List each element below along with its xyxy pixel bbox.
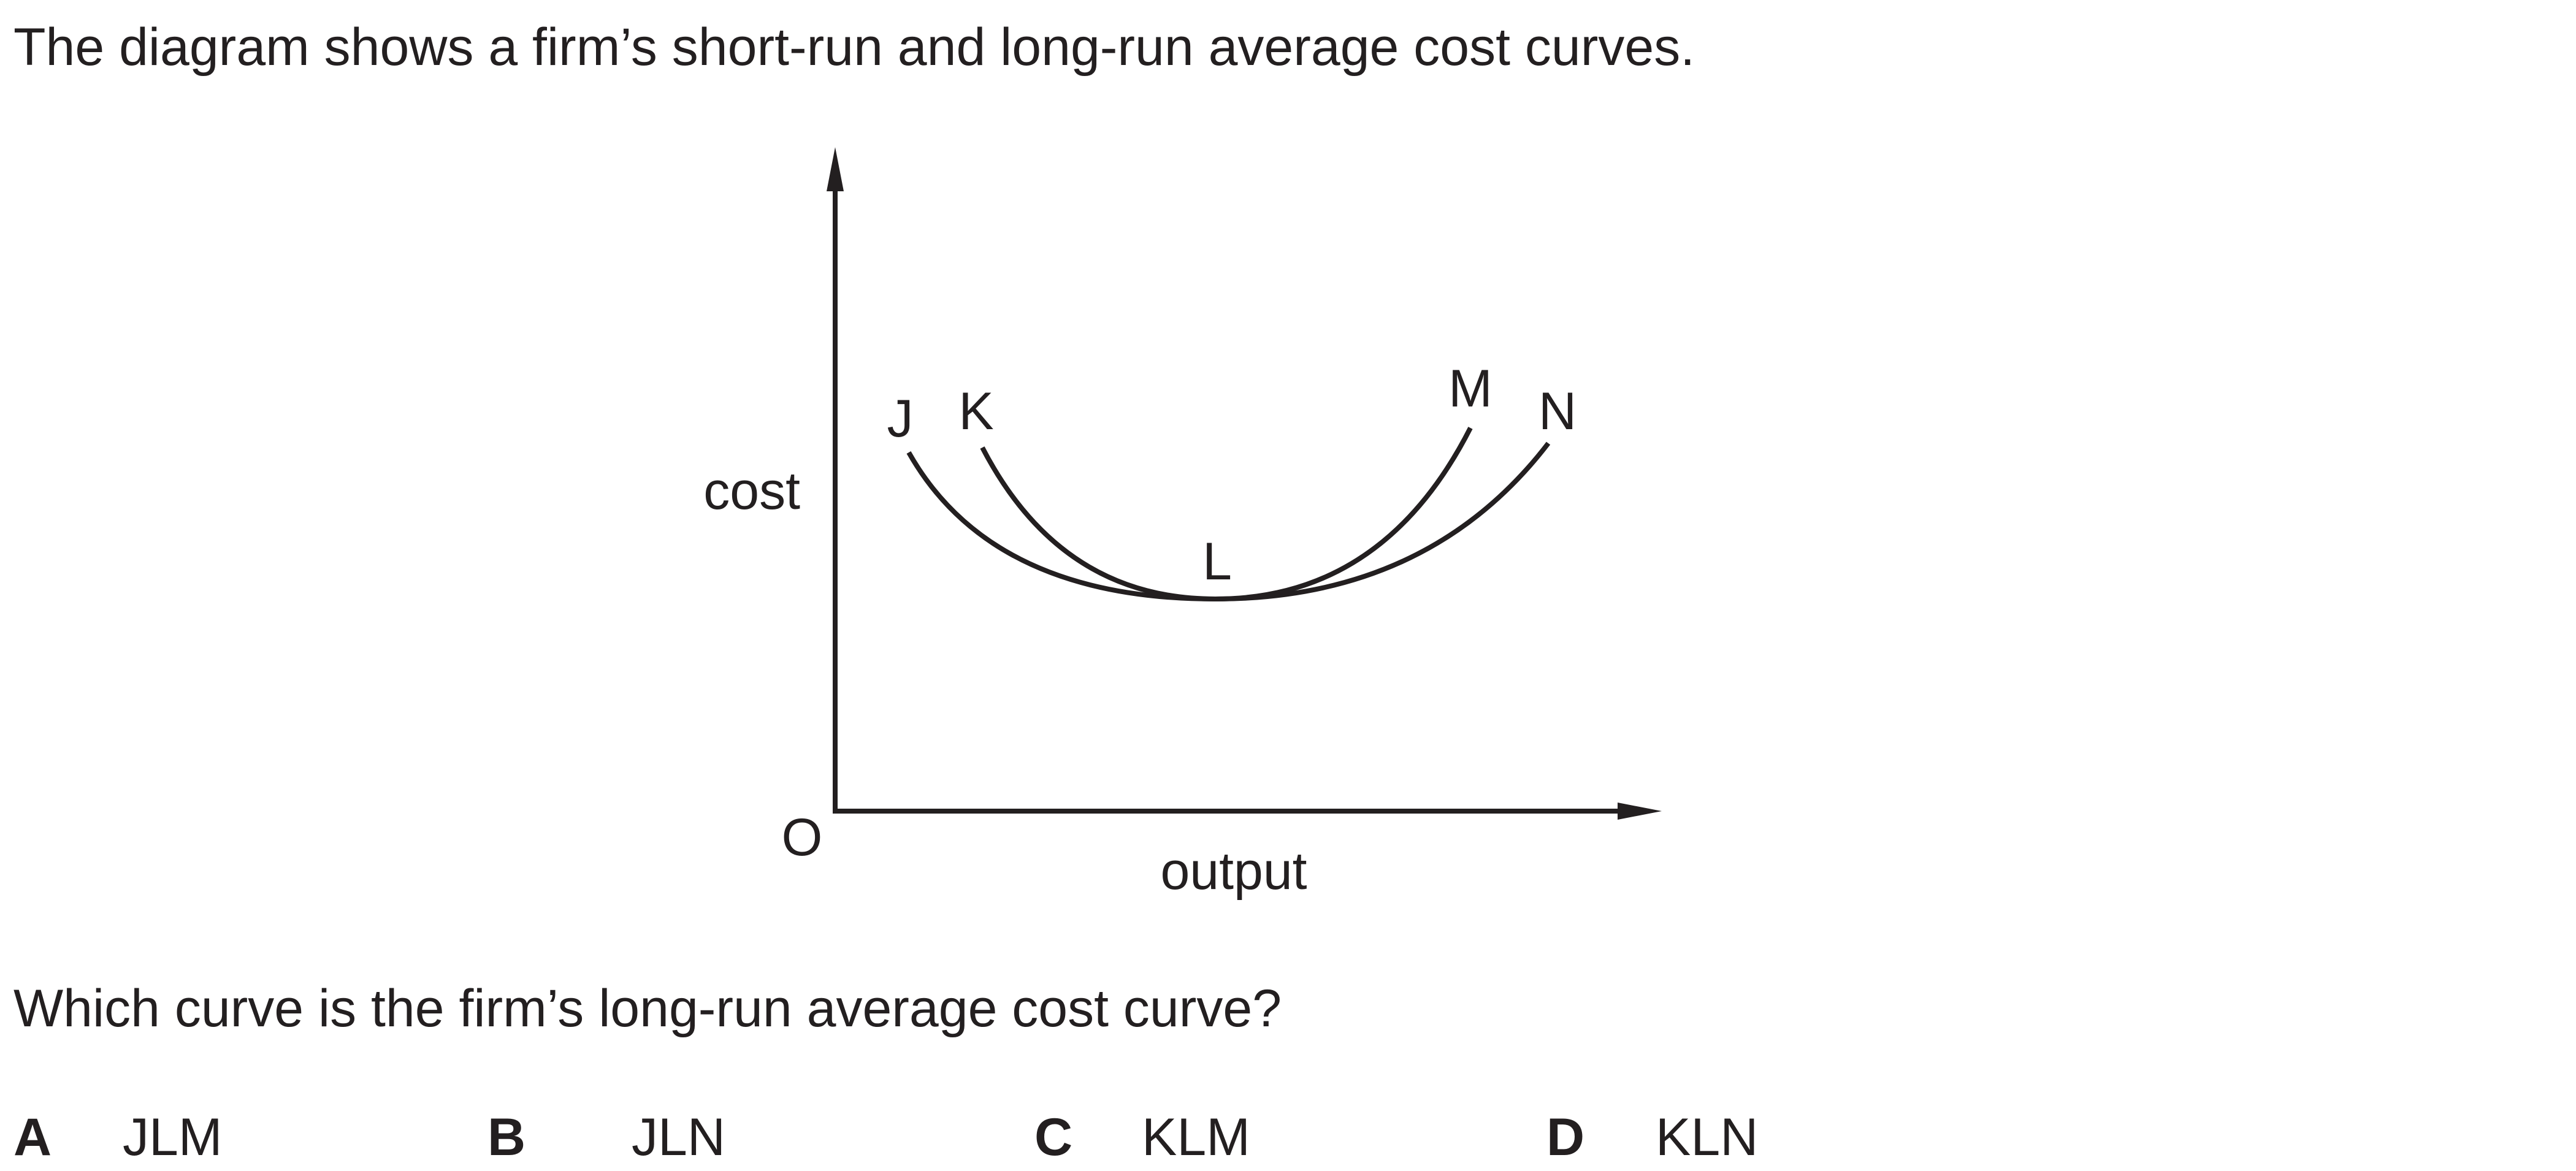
y-axis-label: cost — [703, 462, 800, 521]
option-b[interactable]: B JLN — [487, 1104, 725, 1171]
point-label-l: L — [1202, 532, 1232, 591]
point-label-j: J — [887, 389, 914, 448]
option-answer: KLM — [1142, 1108, 1250, 1167]
option-letter: D — [1546, 1108, 1585, 1167]
option-d[interactable]: D KLN — [1546, 1104, 1758, 1171]
point-label-k: K — [958, 382, 993, 441]
option-letter: B — [487, 1108, 526, 1167]
question-text: Which curve is the firm’s long-run avera… — [13, 979, 1282, 1038]
option-letter: A — [13, 1108, 52, 1167]
point-label-m: M — [1448, 359, 1492, 418]
option-answer: JLN — [632, 1108, 725, 1167]
option-letter: C — [1034, 1108, 1073, 1167]
intro-text: The diagram shows a firm’s short-run and… — [13, 18, 1695, 77]
point-label-n: N — [1538, 382, 1577, 441]
option-a[interactable]: A JLM — [13, 1104, 222, 1171]
x-axis-arrowhead — [1618, 803, 1662, 820]
origin-label: O — [782, 808, 823, 867]
x-axis-label: output — [1160, 842, 1307, 901]
option-c[interactable]: C KLM — [1034, 1104, 1250, 1171]
curve-klm — [980, 427, 1473, 602]
option-answer: JLM — [123, 1108, 223, 1167]
option-answer: KLN — [1656, 1108, 1759, 1167]
y-axis-arrowhead — [827, 147, 844, 191]
